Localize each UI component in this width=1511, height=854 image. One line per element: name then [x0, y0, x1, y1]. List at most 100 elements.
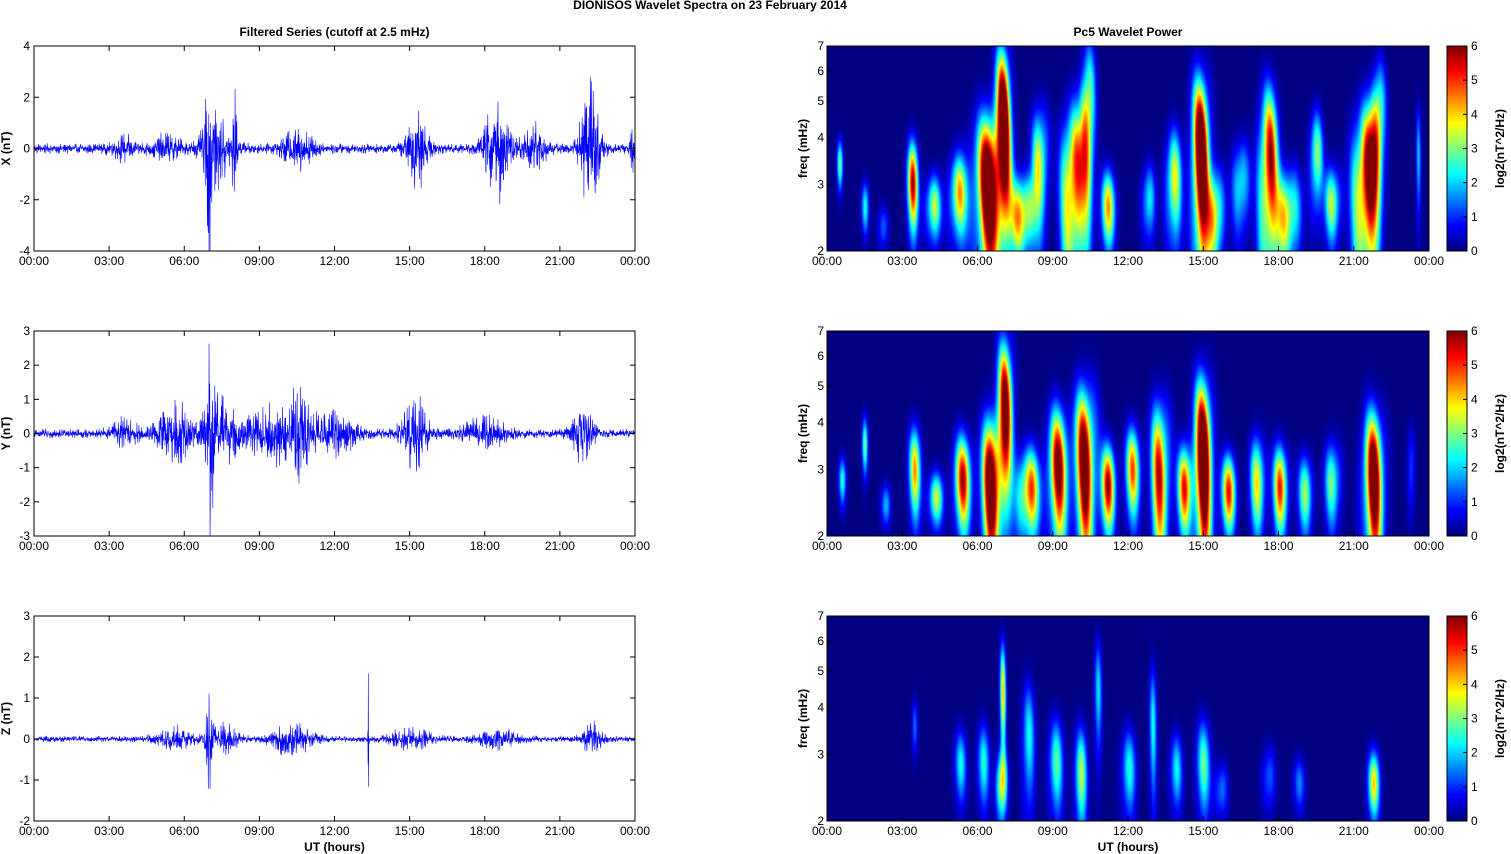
- line-2-xtick-label: 12:00: [319, 824, 349, 838]
- heatmap-2-xtick-label: 15:00: [1188, 824, 1218, 838]
- heatmap-0-xtick-label: 03:00: [887, 254, 917, 268]
- line-2-ytick-label: 0: [23, 732, 30, 746]
- colorbar-2-tick-label: 3: [1471, 712, 1478, 726]
- line-1-xtick-label: 12:00: [319, 539, 349, 553]
- heatmap-0-xtick-label: 12:00: [1113, 254, 1143, 268]
- heatmap-2-ytick-label: 6: [817, 634, 824, 648]
- colorbar-2-tick-label: 1: [1471, 780, 1478, 794]
- colorbar-1-tick-label: 0: [1471, 529, 1478, 543]
- line-1-ytick-label: -3: [19, 529, 30, 543]
- heatmap-0-ytick-label: 2: [817, 244, 824, 258]
- colorbar-1-tick-label: 3: [1471, 427, 1478, 441]
- series-line-0: [33, 76, 636, 252]
- colorbar-0-label: log2(nT^2/Hz): [1493, 109, 1507, 188]
- line-0-xtick-label: 00:00: [620, 254, 650, 268]
- heatmap-2-xtick-label: 21:00: [1339, 824, 1369, 838]
- figure-suptitle: DIONISOS Wavelet Spectra on 23 February …: [573, 0, 847, 12]
- heatmap-1-ylabel: freq (mHz): [796, 404, 810, 463]
- line-1-ylabel: Y (nT): [0, 417, 13, 451]
- colorbar-0-tick-label: 1: [1471, 210, 1478, 224]
- line-2-ytick-label: 3: [23, 609, 30, 623]
- line-1-xtick-label: 03:00: [94, 539, 124, 553]
- colorbar-1-label: log2(nT^2/Hz): [1493, 394, 1507, 473]
- line-0-xtick-label: 21:00: [545, 254, 575, 268]
- heatmap-0-xtick-label: 18:00: [1263, 254, 1293, 268]
- colorbar-1-tick-label: 6: [1471, 324, 1478, 338]
- heatmap-1-xtick-label: 15:00: [1188, 539, 1218, 553]
- line-2-ytick-label: -2: [19, 814, 30, 828]
- colorbar-2: 6 5 4 3 2 1 0 log2(nT^2/Hz): [1446, 609, 1507, 828]
- line-0-ytick-label: 0: [23, 142, 30, 156]
- heatmap-1-xtick-label: 09:00: [1038, 539, 1068, 553]
- heatmap-0-xtick-label: 06:00: [962, 254, 992, 268]
- colorbar-1: 6 5 4 3 2 1 0 log2(nT^2/Hz): [1446, 324, 1507, 543]
- line-0-title: Filtered Series (cutoff at 2.5 mHz): [239, 25, 429, 39]
- line-1-ytick-label: 2: [23, 358, 30, 372]
- line-2-xlabel: UT (hours): [304, 840, 365, 854]
- heatmap-0-xtick-label: 00:00: [812, 254, 842, 268]
- line-1-ytick-label: -2: [19, 495, 30, 509]
- line-2-xtick-label: 06:00: [169, 824, 199, 838]
- heatmap-1-xtick-label: 03:00: [887, 539, 917, 553]
- heatmap-1-ytick-label: 2: [817, 529, 824, 543]
- line-0-xtick-label: 06:00: [169, 254, 199, 268]
- colorbar-gradient-2: [1447, 616, 1467, 821]
- line-0-ytick-label: 4: [23, 39, 30, 53]
- colorbar-0-tick-label: 2: [1471, 176, 1478, 190]
- line-1-ytick-label: 0: [23, 427, 30, 441]
- heatmap-0-title: Pc5 Wavelet Power: [1074, 25, 1183, 39]
- colorbar-2-label: log2(nT^2/Hz): [1493, 679, 1507, 758]
- line-0-ylabel: X (nT): [0, 132, 13, 166]
- line-2-ytick-label: 1: [23, 691, 30, 705]
- colorbar-1-tick-label: 2: [1471, 461, 1478, 475]
- line-0-xtick-label: 09:00: [244, 254, 274, 268]
- line-1-xtick-label: 15:00: [395, 539, 425, 553]
- heatmap-1-ytick-label: 4: [817, 416, 824, 430]
- heatmap-1-ytick-label: 5: [817, 379, 824, 393]
- colorbar-0-tick-label: 4: [1471, 107, 1478, 121]
- line-2-xtick-label: 21:00: [545, 824, 575, 838]
- line-1-ytick-label: 1: [23, 392, 30, 406]
- heatmap-2-ytick-label: 2: [817, 814, 824, 828]
- line-0-ytick-label: -4: [19, 244, 30, 258]
- line-0-xtick-label: 18:00: [470, 254, 500, 268]
- heatmap-0-ytick-label: 3: [817, 178, 824, 192]
- line-2-xtick-label: 03:00: [94, 824, 124, 838]
- line-0-ytick-label: 2: [23, 90, 30, 104]
- heatmap-0-xtick-label: 09:00: [1038, 254, 1068, 268]
- colorbar-2-tick-label: 0: [1471, 814, 1478, 828]
- line-1-xtick-label: 00:00: [620, 539, 650, 553]
- heatmap-2-xtick-label: 00:00: [812, 824, 842, 838]
- colorbar-gradient-0: [1447, 46, 1467, 251]
- series-line-2: [33, 673, 636, 789]
- heatmap-0-xtick-label: 21:00: [1339, 254, 1369, 268]
- colorbar-2-tick-label: 6: [1471, 609, 1478, 623]
- line-1-ytick-label: 3: [23, 324, 30, 338]
- heatmap-0-ylabel: freq (mHz): [796, 119, 810, 178]
- line-0-ytick-label: -2: [19, 193, 30, 207]
- colorbar-gradient-1: [1447, 331, 1467, 536]
- colorbar-1-tick-label: 5: [1471, 358, 1478, 372]
- colorbar-2-tick-label: 5: [1471, 643, 1478, 657]
- heatmap-2-xtick-label: 18:00: [1263, 824, 1293, 838]
- line-1-ytick-label: -1: [19, 461, 30, 475]
- heatmap-0-xtick-label: 00:00: [1414, 254, 1444, 268]
- heatmap-2-xtick-label: 00:00: [1414, 824, 1444, 838]
- heatmap-2-xtick-label: 09:00: [1038, 824, 1068, 838]
- line-0-xtick-label: 12:00: [319, 254, 349, 268]
- line-1-xtick-label: 09:00: [244, 539, 274, 553]
- heatmap-1-xtick-label: 21:00: [1339, 539, 1369, 553]
- line-2-ytick-label: 2: [23, 650, 30, 664]
- heatmap-0-ytick-label: 6: [817, 64, 824, 78]
- wavelet-power-image-1: [827, 331, 1429, 536]
- heatmap-1-ytick-label: 3: [817, 463, 824, 477]
- line-1-xtick-label: 06:00: [169, 539, 199, 553]
- line-2-xtick-label: 15:00: [395, 824, 425, 838]
- heatmap-1-ytick-label: 6: [817, 349, 824, 363]
- colorbar-0: 6 5 4 3 2 1 0 log2(nT^2/Hz): [1446, 39, 1507, 258]
